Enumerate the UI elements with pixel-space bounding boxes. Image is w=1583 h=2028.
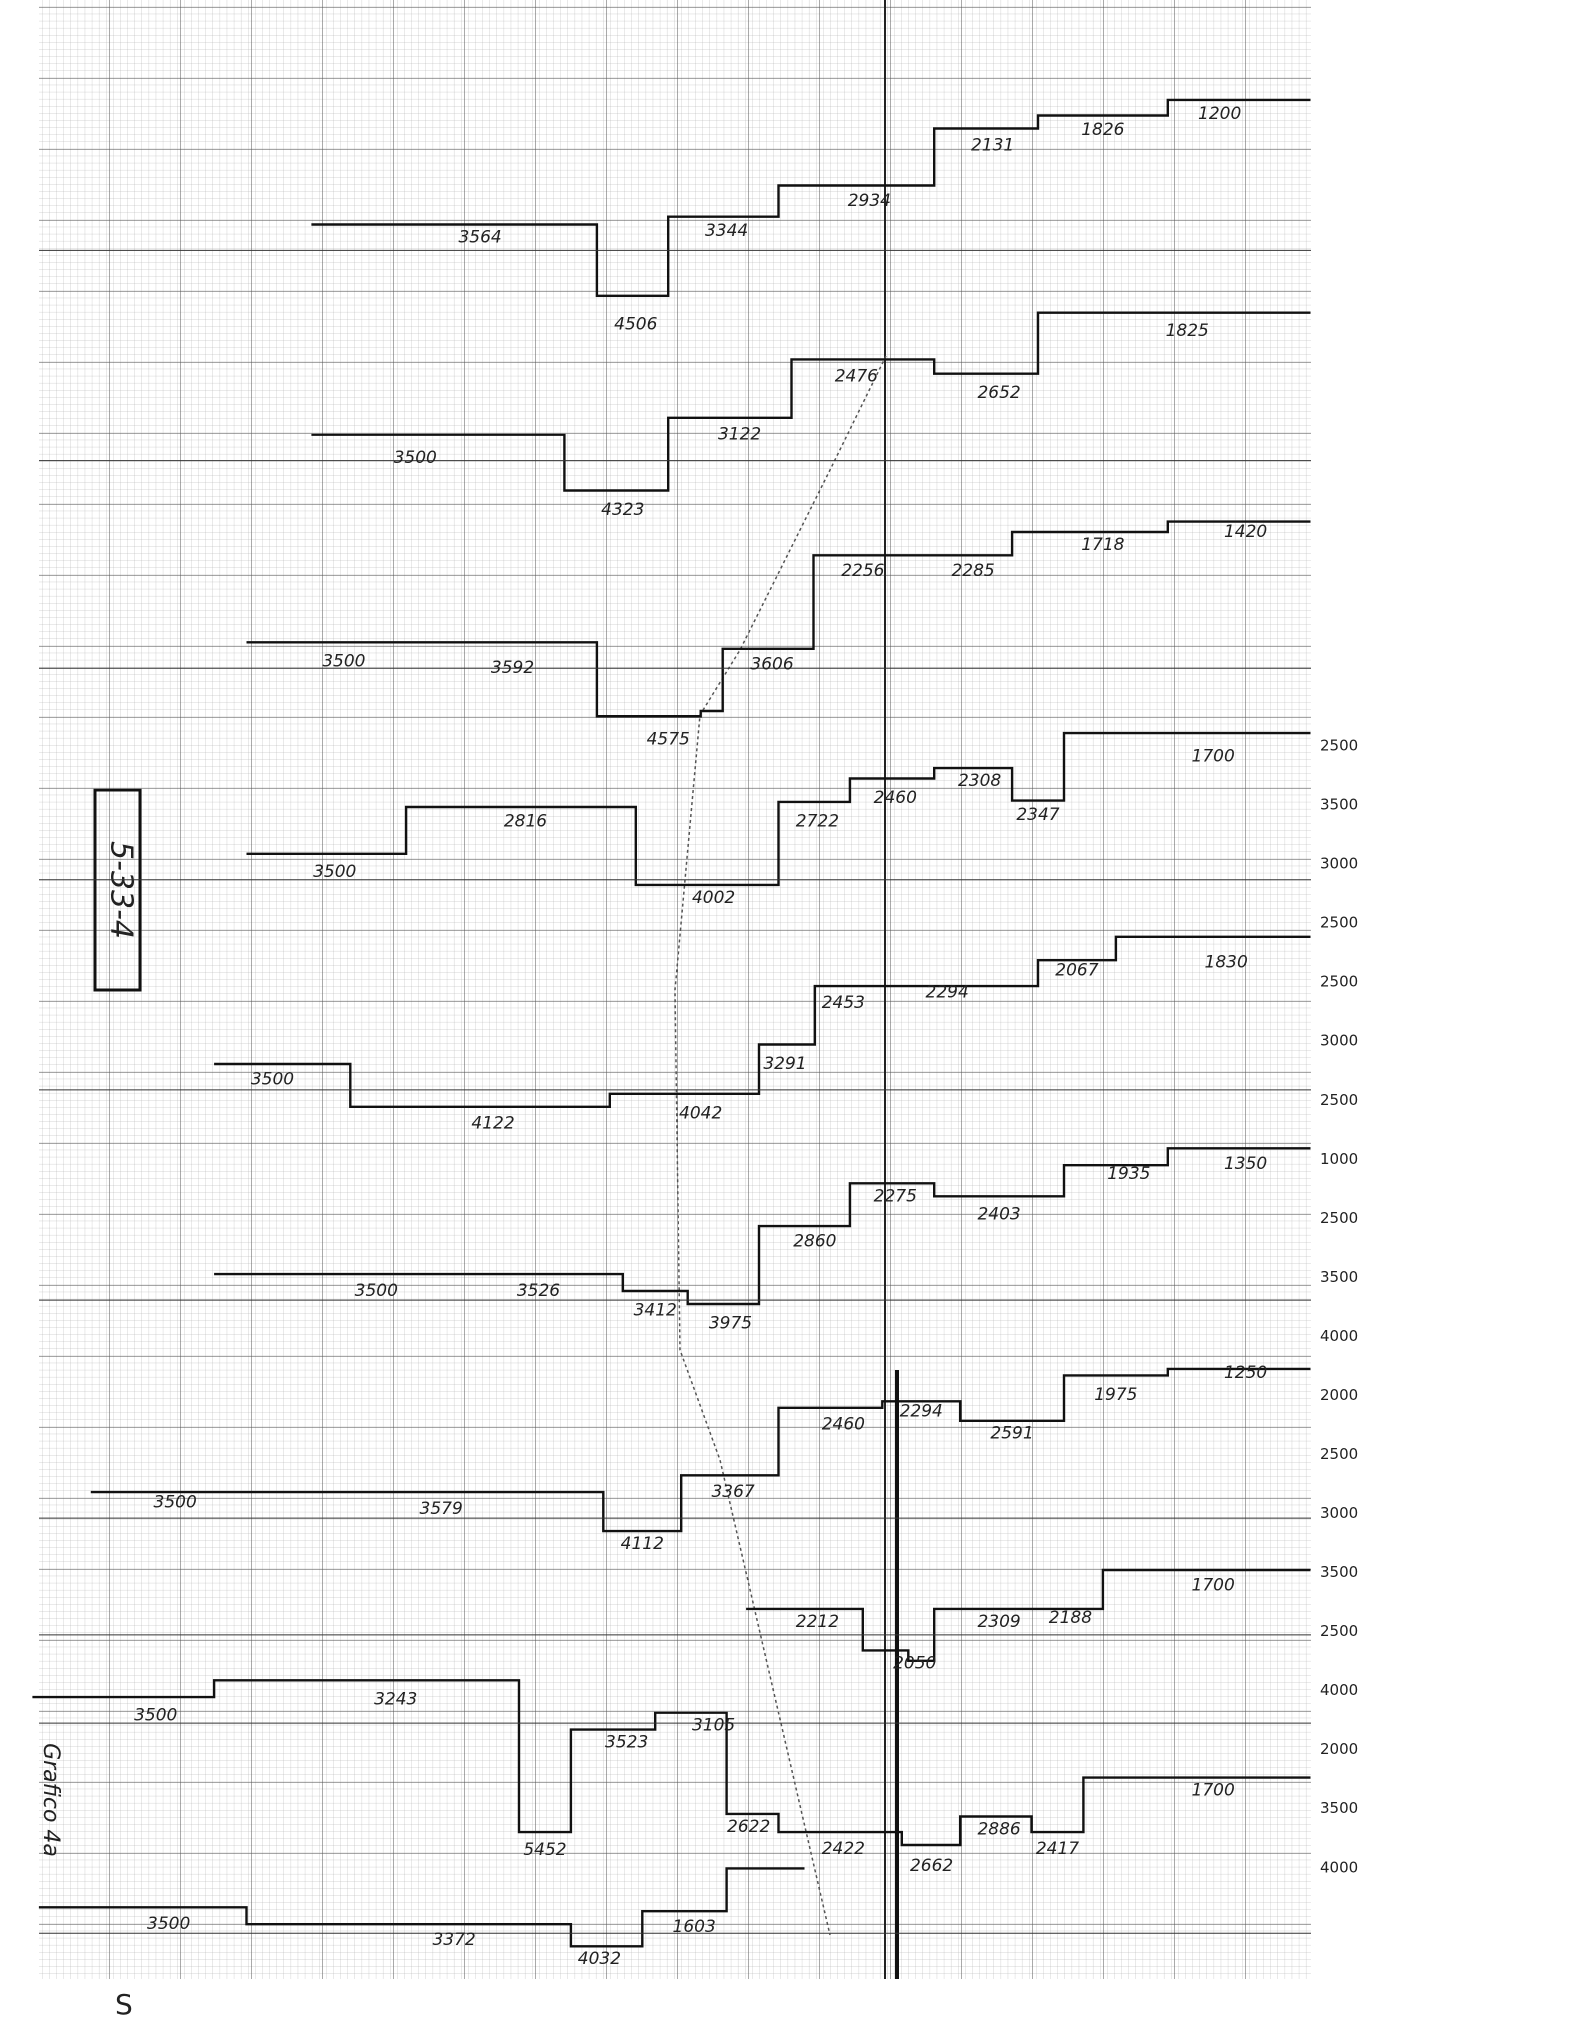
margin-number: 2500 bbox=[1320, 1209, 1358, 1227]
sheet-id: 5-33-4 bbox=[104, 841, 139, 939]
step-label: 2131 bbox=[971, 135, 1014, 155]
margin-number: 2500 bbox=[1320, 1622, 1358, 1640]
step-label: 2309 bbox=[977, 1612, 1020, 1632]
step-label: 2212 bbox=[796, 1612, 839, 1632]
step-label: 3122 bbox=[718, 425, 761, 445]
margin-number: 1000 bbox=[1320, 1150, 1358, 1168]
step-label: 1350 bbox=[1224, 1154, 1267, 1174]
step-label: 2662 bbox=[910, 1856, 953, 1876]
step-label: 3372 bbox=[432, 1930, 475, 1950]
step-label: 1700 bbox=[1192, 746, 1235, 766]
step-label: 2816 bbox=[504, 811, 547, 831]
margin-number: 3000 bbox=[1320, 855, 1358, 873]
margin-number: 4000 bbox=[1320, 1681, 1358, 1699]
step-label: 2591 bbox=[990, 1424, 1033, 1444]
step-label: 2050 bbox=[893, 1653, 936, 1673]
step-label: 1825 bbox=[1166, 321, 1209, 341]
step-label: 3500 bbox=[147, 1914, 190, 1934]
step-label: 3975 bbox=[709, 1313, 752, 1333]
step-label: 3564 bbox=[458, 227, 501, 247]
step-label: 4002 bbox=[692, 888, 735, 908]
margin-number: 4000 bbox=[1320, 1327, 1358, 1345]
step-label: 3500 bbox=[134, 1705, 177, 1725]
step-label: 3526 bbox=[517, 1281, 560, 1301]
margin-number: 2500 bbox=[1320, 973, 1358, 991]
step-label: 3500 bbox=[154, 1493, 197, 1513]
step-label: 2275 bbox=[874, 1186, 917, 1206]
step-label: 1700 bbox=[1192, 1781, 1235, 1801]
step-label: 2886 bbox=[977, 1819, 1020, 1839]
margin-number: 3500 bbox=[1320, 1563, 1358, 1581]
step-label: 1700 bbox=[1192, 1576, 1235, 1596]
step-label: 3592 bbox=[491, 658, 534, 678]
step-label: 2860 bbox=[793, 1232, 836, 1252]
step-label: 2308 bbox=[958, 771, 1001, 791]
margin-number: 3500 bbox=[1320, 1799, 1358, 1817]
step-label: 3367 bbox=[711, 1482, 754, 1502]
step-label: 3579 bbox=[420, 1499, 463, 1519]
step-label: 4575 bbox=[647, 730, 690, 750]
step-label: 3344 bbox=[705, 221, 748, 241]
step-label: 2294 bbox=[900, 1402, 943, 1422]
step-label: 3105 bbox=[692, 1716, 735, 1736]
step-label: 3500 bbox=[394, 448, 437, 468]
step-label: 2722 bbox=[796, 811, 839, 831]
corner-mark: S bbox=[115, 1988, 133, 2021]
margin-number: 3000 bbox=[1320, 1504, 1358, 1522]
step-label: 2188 bbox=[1049, 1608, 1092, 1628]
step-label: 2422 bbox=[822, 1839, 865, 1859]
margin-number: 3000 bbox=[1320, 1032, 1358, 1050]
step-label: 4042 bbox=[679, 1103, 722, 1123]
step-label: 1830 bbox=[1205, 953, 1248, 973]
step-label: 3606 bbox=[750, 654, 793, 674]
step-label: 2256 bbox=[841, 561, 884, 581]
step-label: 4323 bbox=[601, 500, 644, 520]
step-label: 2934 bbox=[848, 191, 891, 211]
step-label: 2347 bbox=[1016, 805, 1059, 825]
step-label: 4032 bbox=[578, 1949, 621, 1969]
step-label: 3500 bbox=[313, 862, 356, 882]
step-label: 5452 bbox=[523, 1840, 566, 1860]
margin-number: 2500 bbox=[1320, 1445, 1358, 1463]
margin-number: 3500 bbox=[1320, 796, 1358, 814]
step-label: 1718 bbox=[1081, 535, 1124, 555]
step-label: 4506 bbox=[614, 314, 657, 334]
margin-number: 2500 bbox=[1320, 737, 1358, 755]
margin-number: 3500 bbox=[1320, 1268, 1358, 1286]
step-label: 1826 bbox=[1081, 120, 1124, 140]
step-label: 3412 bbox=[634, 1300, 677, 1320]
step-label: 2417 bbox=[1036, 1839, 1079, 1859]
step-label: 2460 bbox=[822, 1415, 865, 1435]
step-label: 1935 bbox=[1107, 1164, 1150, 1184]
step-label: 2460 bbox=[874, 788, 917, 808]
step-label: 3523 bbox=[605, 1733, 648, 1753]
step-label: 3500 bbox=[355, 1281, 398, 1301]
step-label: 2285 bbox=[951, 561, 994, 581]
step-label: 1250 bbox=[1224, 1363, 1267, 1383]
step-label: 4112 bbox=[621, 1534, 664, 1554]
caption: Grafico 4a bbox=[38, 1743, 63, 1857]
step-label: 3291 bbox=[763, 1054, 806, 1074]
step-label: 1975 bbox=[1094, 1385, 1137, 1405]
step-label: 1603 bbox=[673, 1917, 716, 1937]
step-label: 4122 bbox=[471, 1114, 514, 1134]
step-label: 2067 bbox=[1055, 961, 1098, 981]
margin-number: 2000 bbox=[1320, 1386, 1358, 1404]
step-label: 1420 bbox=[1224, 522, 1267, 542]
step-label: 1200 bbox=[1198, 104, 1241, 124]
margin-number: 4000 bbox=[1320, 1858, 1358, 1876]
step-label: 2476 bbox=[835, 366, 878, 386]
margin-number: 2500 bbox=[1320, 914, 1358, 932]
step-label: 3500 bbox=[322, 652, 365, 672]
step-label: 2294 bbox=[926, 983, 969, 1003]
margin-number: 2000 bbox=[1320, 1740, 1358, 1758]
step-label: 3500 bbox=[251, 1070, 294, 1090]
step-label: 2453 bbox=[822, 993, 865, 1013]
step-label: 3243 bbox=[374, 1690, 417, 1710]
step-label: 2622 bbox=[727, 1817, 770, 1837]
scan-page: 5-33-4 Grafico 4a S 3564 4506 3344 2934 2131… bbox=[0, 0, 1583, 2028]
margin-number: 2500 bbox=[1320, 1091, 1358, 1109]
step-label: 2652 bbox=[977, 383, 1020, 403]
step-label: 2403 bbox=[977, 1204, 1020, 1224]
